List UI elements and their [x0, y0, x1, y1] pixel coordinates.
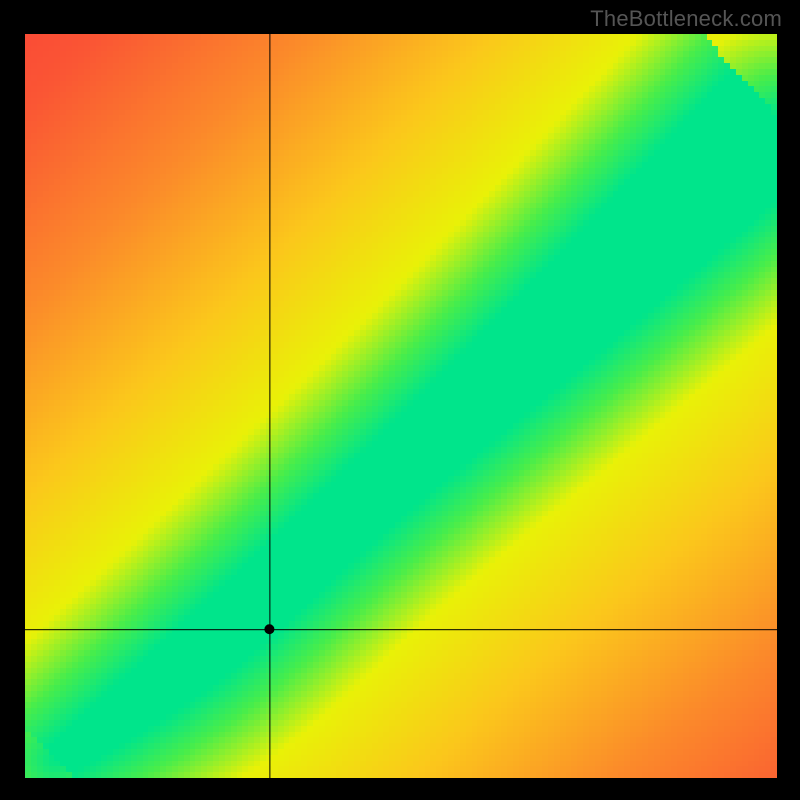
watermark-label: TheBottleneck.com [590, 6, 782, 32]
heatmap-canvas [25, 34, 777, 778]
chart-container: TheBottleneck.com [0, 0, 800, 800]
